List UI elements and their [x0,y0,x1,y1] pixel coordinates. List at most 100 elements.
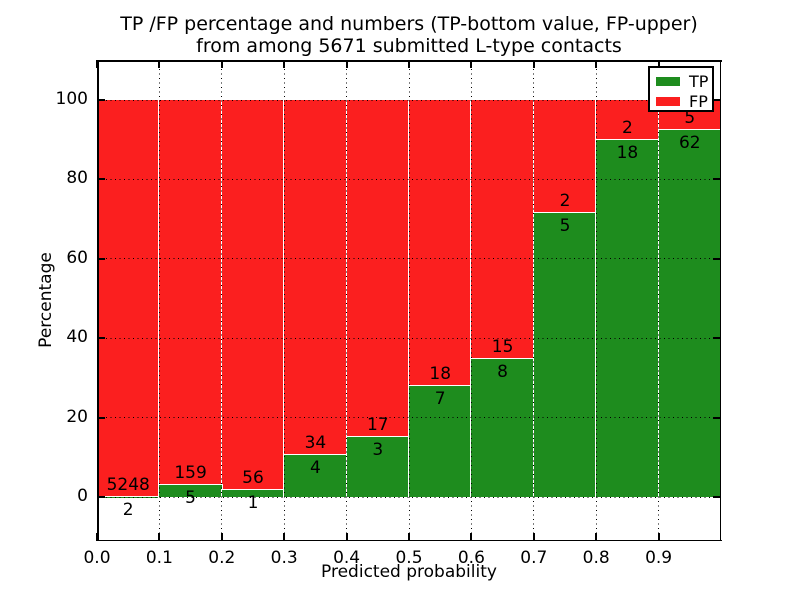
bar-fp-segment [471,100,534,359]
x-tick-label: 0.3 [270,548,298,568]
tp-count-label: 2 [122,499,134,520]
plot-area: 5248 2 159 5 56 1 34 4 17 3 18 7 15 8 2 5 2 18 5 62 [96,60,722,541]
v-gridline [470,60,472,541]
left-spine [97,60,99,541]
fp-swatch-icon [656,97,680,106]
chart-title: TP /FP percentage and numbers (TP-bottom… [97,13,721,57]
y-tick-left [97,416,105,419]
x-tick-top [158,60,161,68]
bar-tp-segment [658,129,721,497]
h-gridline [97,99,721,101]
x-tick-bottom [408,533,410,541]
fp-count-label: 2 [621,117,633,138]
v-gridline [158,60,160,541]
x-tick-top [220,60,223,68]
x-tick-bottom [595,533,598,541]
fp-count-label: 15 [491,336,514,357]
x-tick-top [470,60,473,68]
x-tick-top [408,60,410,68]
tp-count-label: 5 [559,216,571,237]
fp-count-label: 18 [429,363,452,384]
y-tick-left [97,99,105,101]
v-gridline [658,60,660,541]
x-tick-top [345,60,348,68]
bar-fp-segment [159,100,222,485]
bar-fp-segment [221,100,285,491]
y-tick-label: 60 [66,247,88,268]
x-tick-label: 0.7 [520,548,548,568]
y-tick-right [713,337,721,340]
bar-fp-segment [346,100,409,438]
y-tick-label: 20 [66,406,88,427]
x-tick-bottom [158,533,161,541]
h-gridline [97,178,721,180]
x-tick-bottom [657,533,660,541]
tp-count-label: 4 [309,458,321,479]
tp-count-label: 7 [434,388,446,409]
y-tick-left [97,496,105,498]
tp-count-label: 5 [185,487,196,508]
tp-count-label: 18 [616,142,639,163]
fp-count-label: 5248 [106,474,150,495]
legend-label-fp: FP [689,91,708,111]
y-tick-right [713,99,721,101]
bar-tp-segment [346,437,409,497]
bar-fp-segment [97,100,160,497]
x-tick-label: 0.6 [457,548,485,568]
legend-item-tp: TP [656,72,712,91]
x-axis-label: Predicted probability [321,562,497,582]
x-tick-label: 0.0 [83,548,111,568]
x-tick-label: 0.2 [208,548,236,568]
right-spine [719,60,721,541]
tp-count-label: 3 [372,440,384,461]
x-tick-bottom [532,533,535,541]
bar-fp-segment [533,100,597,214]
y-tick-label: 80 [66,168,88,189]
v-gridline [533,60,535,541]
h-gridline [97,496,721,498]
h-gridline [97,337,721,339]
fp-count-label: 2 [559,191,571,212]
legend: TP FP [648,66,714,112]
fp-count-label: 17 [366,415,389,436]
chart-title-line2: from among 5671 submitted L-type contact… [196,35,622,57]
x-tick-bottom [470,533,473,541]
v-gridline [346,60,348,541]
y-tick-left [97,257,105,260]
v-gridline [283,60,285,541]
bottom-spine [96,539,722,541]
x-tick-bottom [345,533,348,541]
fp-count-label: 56 [242,468,264,489]
tp-swatch-icon [656,77,680,86]
y-tick-left [97,178,105,181]
tp-count-label: 62 [678,132,701,153]
y-tick-right [713,178,721,181]
fp-count-label: 5 [684,107,696,128]
x-tick-top [657,60,660,68]
v-gridline [221,60,223,541]
x-tick-label: 0.9 [645,548,673,568]
x-tick-label: 0.1 [145,548,173,568]
bar-tp-segment [533,213,597,497]
tp-count-label: 1 [247,493,259,514]
bar-fp-segment [409,100,472,386]
x-tick-label: 0.4 [333,548,361,568]
x-tick-top [283,60,286,68]
h-gridline [97,258,721,260]
h-gridline [97,417,721,419]
y-tick-label: 0 [77,486,88,506]
tp-count-label: 8 [497,361,508,382]
bar-tp-segment [409,385,472,497]
bar-tp-segment [596,139,659,497]
fp-count-label: 34 [304,433,327,454]
bar-tp-segment [471,358,534,497]
y-tick-right [713,496,721,498]
v-gridline [595,60,597,541]
legend-label-tp: TP [689,71,709,91]
bar-tp-segment [159,484,222,497]
chart-title-line1: TP /FP percentage and numbers (TP-bottom… [120,13,698,35]
bar-fp-segment [284,100,347,456]
y-tick-right [713,257,721,260]
x-tick-bottom [220,533,223,541]
